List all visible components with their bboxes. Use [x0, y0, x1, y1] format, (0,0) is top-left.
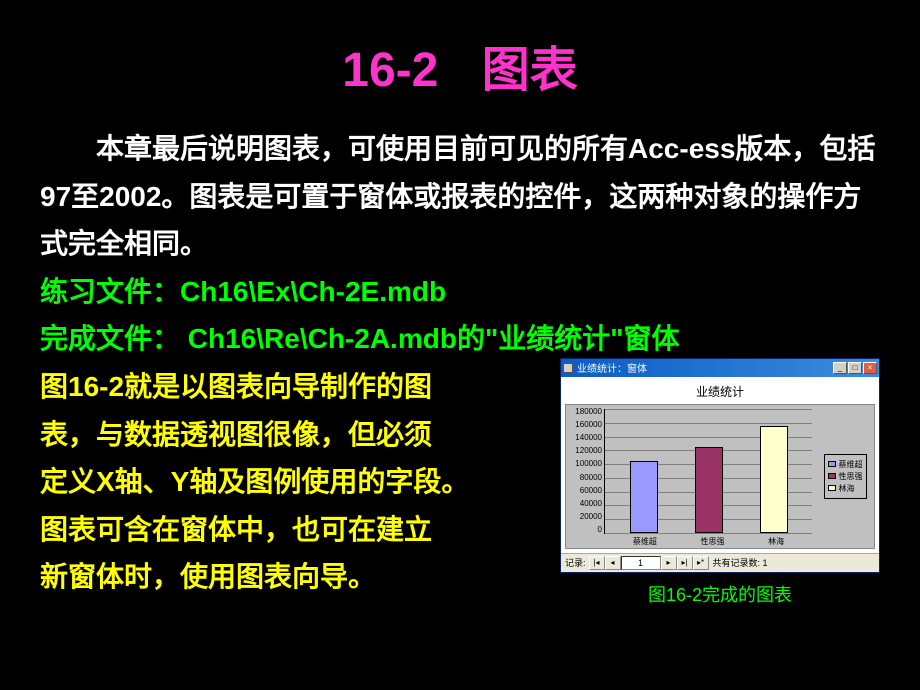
bars-container — [605, 409, 812, 533]
nav-prev-button[interactable]: ◂ — [605, 556, 621, 570]
legend-swatch-icon — [828, 485, 836, 491]
nav-first-button[interactable]: |◂ — [589, 556, 605, 570]
legend-swatch-icon — [828, 461, 836, 467]
x-labels: 蔡维超 性思强 林海 — [605, 536, 812, 547]
y-tick: 0 — [568, 525, 602, 534]
legend-item: 蔡维超 — [828, 459, 863, 470]
lower-block: 图16-2就是以图表向导制作的图 表，与数据透视图很像，但必须 定义X轴、Y轴及… — [40, 363, 880, 607]
complete-path: Ch16\Re\Ch-2A.mdb — [188, 323, 457, 354]
nav-next-button[interactable]: ▸ — [661, 556, 677, 570]
complete-suffix: 的"业绩统计"窗体 — [457, 323, 680, 354]
plot-area: 蔡维超 性思强 林海 — [604, 409, 812, 534]
window-titlebar[interactable]: 业绩统计：窗体 _ □ × — [561, 359, 879, 377]
record-label: 记录: — [563, 556, 586, 569]
para2-line: 表，与数据透视图很像，但必须 — [40, 411, 550, 459]
legend-label: 性思强 — [839, 471, 863, 482]
title-number: 16-2 — [342, 44, 438, 97]
x-label: 蔡维超 — [633, 536, 657, 547]
slide-title: 16-2 图表 — [40, 30, 880, 100]
y-tick: 100000 — [568, 459, 602, 468]
complete-file-line: 完成文件： Ch16\Re\Ch-2A.mdb的"业绩统计"窗体 — [40, 315, 880, 363]
bar — [695, 447, 723, 533]
record-number-input[interactable]: 1 — [621, 556, 661, 570]
practice-file-line: 练习文件：Ch16\Ex\Ch-2E.mdb — [40, 268, 880, 316]
y-tick: 20000 — [568, 512, 602, 521]
para2-line: 图表可含在窗体中，也可在建立 — [40, 506, 550, 554]
y-tick: 40000 — [568, 499, 602, 508]
nav-new-button[interactable]: ▸* — [693, 556, 709, 570]
practice-label: 练习文件： — [40, 276, 180, 307]
legend-label: 林海 — [839, 483, 855, 494]
para2-line: 新窗体时，使用图表向导。 — [40, 553, 550, 601]
window-icon — [563, 363, 573, 373]
titlebar-left: 业绩统计：窗体 — [563, 360, 647, 375]
record-count-info: 共有记录数: 1 — [713, 556, 768, 569]
chart-figure: 业绩统计：窗体 _ □ × 业绩统计 180000 160000 140000 — [560, 358, 880, 607]
chart-area: 180000 160000 140000 120000 100000 80000… — [565, 404, 875, 549]
bar — [760, 426, 788, 533]
paragraph-2: 图16-2就是以图表向导制作的图 表，与数据透视图很像，但必须 定义X轴、Y轴及… — [40, 363, 550, 601]
y-tick: 140000 — [568, 433, 602, 442]
para2-line: 图16-2就是以图表向导制作的图 — [40, 363, 550, 411]
paragraph-1: 本章最后说明图表，可使用目前可见的所有Acc-ess版本，包括97至2002。图… — [40, 125, 880, 268]
legend-item: 性思强 — [828, 471, 863, 482]
x-label: 性思强 — [700, 536, 724, 547]
complete-label: 完成文件： — [40, 323, 188, 354]
bar — [630, 461, 658, 533]
maximize-button[interactable]: □ — [848, 362, 862, 374]
title-text: 图表 — [482, 44, 578, 97]
chart-plot-wrap: 180000 160000 140000 120000 100000 80000… — [566, 405, 816, 548]
gridline — [605, 533, 812, 534]
y-tick: 60000 — [568, 486, 602, 495]
chart-window: 业绩统计：窗体 _ □ × 业绩统计 180000 160000 140000 — [560, 358, 880, 573]
window-buttons: _ □ × — [833, 362, 877, 374]
y-tick: 80000 — [568, 473, 602, 482]
y-tick: 180000 — [568, 407, 602, 416]
legend-item: 林海 — [828, 483, 863, 494]
y-tick: 120000 — [568, 446, 602, 455]
x-label: 林海 — [768, 536, 784, 547]
close-button[interactable]: × — [863, 362, 877, 374]
chart-body: 业绩统计 180000 160000 140000 120000 100000 … — [561, 377, 879, 553]
figure-caption: 图16-2完成的图表 — [560, 581, 880, 607]
legend: 蔡维超 性思强 林海 — [816, 405, 874, 548]
window-title: 业绩统计：窗体 — [577, 360, 647, 375]
record-navigator: 记录: |◂ ◂ 1 ▸ ▸| ▸* 共有记录数: 1 — [561, 553, 879, 572]
legend-label: 蔡维超 — [839, 459, 863, 470]
para2-line: 定义X轴、Y轴及图例使用的字段。 — [40, 458, 550, 506]
minimize-button[interactable]: _ — [833, 362, 847, 374]
y-tick: 160000 — [568, 420, 602, 429]
practice-path: Ch16\Ex\Ch-2E.mdb — [180, 276, 446, 307]
y-axis: 180000 160000 140000 120000 100000 80000… — [566, 405, 604, 548]
legend-box: 蔡维超 性思强 林海 — [824, 454, 867, 499]
chart-heading: 业绩统计 — [565, 383, 875, 400]
nav-last-button[interactable]: ▸| — [677, 556, 693, 570]
legend-swatch-icon — [828, 473, 836, 479]
